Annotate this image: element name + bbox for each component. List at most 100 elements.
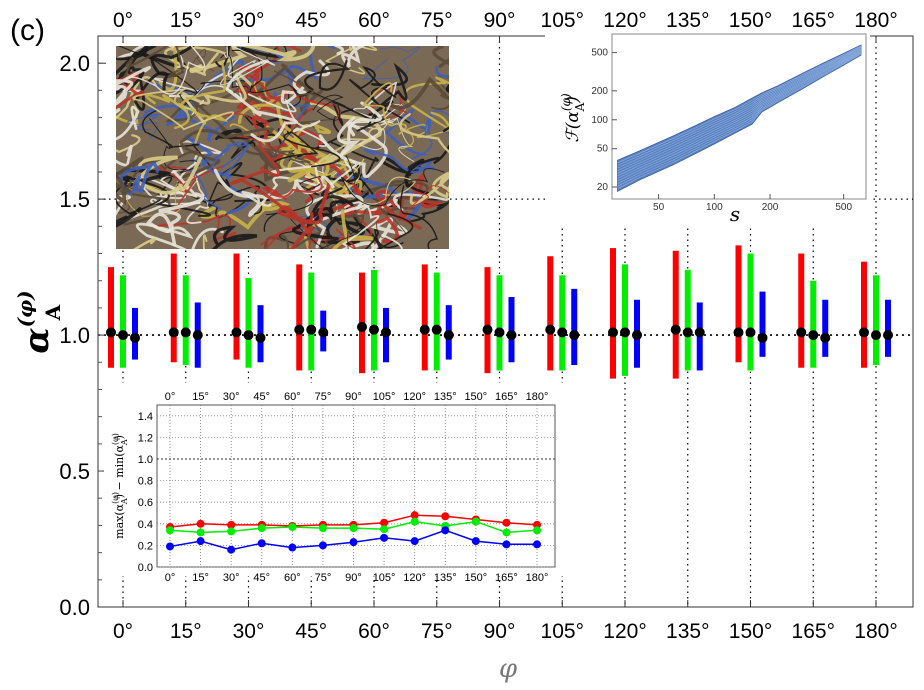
paint-stroke <box>432 46 449 68</box>
paint-stroke <box>132 237 157 249</box>
mean-point-green <box>369 324 379 335</box>
paint-stroke <box>362 46 421 81</box>
main-x-tick-label-bottom: 45° <box>295 620 327 643</box>
paint-stroke <box>241 176 318 218</box>
fluct-y-end: ) <box>563 96 583 104</box>
range-point-red <box>196 519 205 528</box>
mean-point-green <box>745 327 756 338</box>
mean-point-blue <box>192 330 203 341</box>
paint-stroke <box>411 109 449 160</box>
range-point-green <box>380 525 389 534</box>
range-x-tick-label-top: 135° <box>434 391 457 403</box>
error-bar-red <box>735 245 742 363</box>
main-x-tick-label-bottom: 60° <box>358 620 390 643</box>
range-x-tick-label-top: 30° <box>223 391 240 403</box>
error-bar-red <box>798 253 805 368</box>
fluctuation-axes: 50 100 200 500 20 50 100 200 500 <box>591 48 852 213</box>
mean-point-green <box>118 330 128 341</box>
range-y-tick-label: 0.0 <box>138 562 153 574</box>
mean-point-blue <box>632 330 642 341</box>
range-x-tick-label-bottom: 75° <box>315 572 332 584</box>
paint-stroke <box>202 234 208 249</box>
paint-stroke <box>222 89 285 146</box>
main-x-tick-label-top: 120° <box>603 9 646 32</box>
fluctuation-y-tick-label: 50 <box>597 144 609 155</box>
paint-stroke <box>341 217 408 249</box>
main-x-tick-label-bottom: 90° <box>484 620 516 643</box>
range-point-blue <box>257 539 266 548</box>
paint-stroke <box>212 225 258 249</box>
fluctuation-curve <box>617 53 862 187</box>
range-x-tick-label-bottom: 150° <box>464 572 487 584</box>
error-bar-red <box>170 253 177 363</box>
range-x-tick-label-top: 75° <box>315 391 332 403</box>
fluctuation-curve <box>617 54 862 190</box>
paint-stroke <box>445 83 449 93</box>
main-y-tick-label: 1.0 <box>59 323 90 348</box>
error-bar-red <box>547 256 554 371</box>
paint-stroke <box>349 66 397 112</box>
main-y-axis-label: α(φ) A <box>13 290 65 353</box>
paint-stroke <box>340 154 445 207</box>
range-y-tick-label: 0.4 <box>138 519 153 531</box>
paint-stroke <box>361 82 407 135</box>
error-bar-green <box>559 275 566 371</box>
error-bar-green <box>496 275 503 371</box>
fluctuation-inset-frame <box>611 33 867 200</box>
paint-stroke <box>321 161 360 197</box>
paint-stroke <box>116 96 139 127</box>
main-x-tick-label-top: 60° <box>358 9 390 32</box>
range-y-mid: ) − min(α <box>113 444 126 498</box>
range-y-end: ) <box>113 435 126 439</box>
paint-stroke <box>318 199 366 246</box>
mean-point-blue <box>130 332 140 343</box>
error-bar-red <box>610 248 616 379</box>
main-x-tick-label-bottom: 135° <box>666 620 709 643</box>
mean-point-green <box>682 327 693 338</box>
mean-point-blue <box>255 332 266 343</box>
main-x-tick-label-top: 135° <box>666 9 709 32</box>
paint-stroke <box>362 190 449 240</box>
error-bar-blue <box>571 288 578 366</box>
main-x-tick-label-top: 0° <box>113 9 133 32</box>
range-x-tick-label-bottom: 165° <box>495 572 518 584</box>
main-x-tick-label-top: 30° <box>233 9 265 32</box>
mean-point-blue <box>506 330 517 341</box>
fluctuation-curve <box>617 50 862 179</box>
mean-point-red <box>168 327 179 338</box>
paint-stroke <box>132 88 235 131</box>
mean-point-green <box>180 327 191 338</box>
fluctuation-x-label: s <box>730 202 740 226</box>
range-y-sup1: (φ) <box>111 492 120 504</box>
main-x-tick-label-bottom: 75° <box>421 620 453 643</box>
main-x-tick-label-bottom: 120° <box>603 620 646 643</box>
main-x-tick-label-top: 45° <box>295 9 327 32</box>
range-y-tick-label: 0.2 <box>138 540 153 552</box>
main-x-tick-label-bottom: 105° <box>541 620 584 643</box>
error-bar-green <box>433 272 440 371</box>
fluct-y-sub: A <box>573 102 587 112</box>
panel-label: (c) <box>10 14 45 47</box>
main-x-tick-label-bottom: 0° <box>113 620 133 643</box>
main-x-tick-label-bottom: 180° <box>854 620 897 643</box>
fluctuation-y-tick-label: 20 <box>597 182 609 193</box>
mean-point-red <box>419 324 430 335</box>
mean-point-red <box>231 327 242 338</box>
error-bar-red <box>108 267 114 368</box>
fluctuation-inset-chart: 50 100 200 500 20 50 100 200 500 s ℱ(α(φ)A) <box>545 28 870 228</box>
mean-point-blue <box>381 327 391 338</box>
paint-stroke <box>119 46 185 88</box>
mean-point-green <box>808 330 819 341</box>
range-x-tick-label-bottom: 105° <box>373 572 396 584</box>
range-y-sub1: A <box>120 498 129 505</box>
mean-point-blue <box>883 330 893 341</box>
range-point-green <box>257 524 266 533</box>
paint-stroke <box>116 156 144 206</box>
paint-stroke <box>261 122 315 163</box>
paint-stroke <box>236 46 283 59</box>
main-x-tick-label-bottom: 150° <box>729 620 772 643</box>
svg-text:α(φ)A: α(φ) A <box>13 290 65 353</box>
error-bar-red <box>296 264 303 371</box>
range-x-tick-label-bottom: 135° <box>434 572 457 584</box>
